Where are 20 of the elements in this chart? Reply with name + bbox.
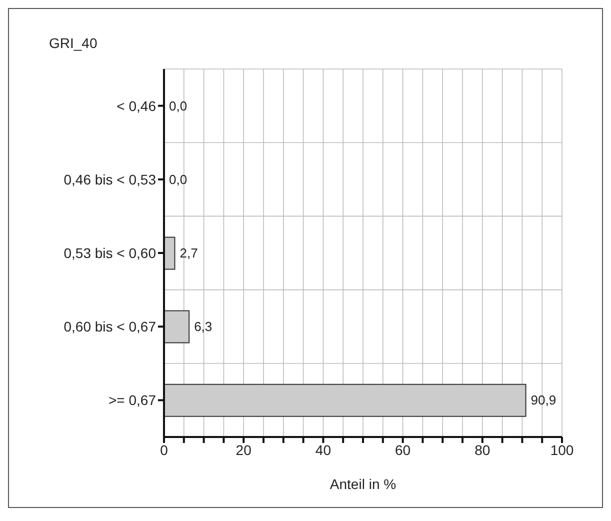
y-tick-label: 0,60 bis < 0,67 <box>64 318 156 335</box>
x-tick-label: 0 <box>160 442 168 458</box>
y-tick-label: 0,46 bis < 0,53 <box>64 171 156 188</box>
x-tick-label: 40 <box>315 442 332 458</box>
x-tick-label: 80 <box>474 442 490 458</box>
data-label: 2,7 <box>180 246 198 260</box>
bar <box>164 310 190 344</box>
bar <box>164 384 526 417</box>
x-tick-label: 20 <box>236 442 252 458</box>
data-label: 0,0 <box>169 172 188 187</box>
chart-title: GRI_40 <box>49 35 98 51</box>
data-label: 6,3 <box>194 319 212 334</box>
x-axis-title: Anteil in % <box>330 476 396 492</box>
data-label: 90,9 <box>530 392 556 408</box>
y-tick-label: < 0,46 <box>116 98 156 114</box>
y-tick-label: >= 0,67 <box>108 392 156 408</box>
y-tick-label: 0,53 bis < 0,60 <box>64 244 156 261</box>
data-label: 0,0 <box>169 98 188 114</box>
x-tick-label: 60 <box>395 442 411 458</box>
x-tick-label: 100 <box>550 442 574 458</box>
